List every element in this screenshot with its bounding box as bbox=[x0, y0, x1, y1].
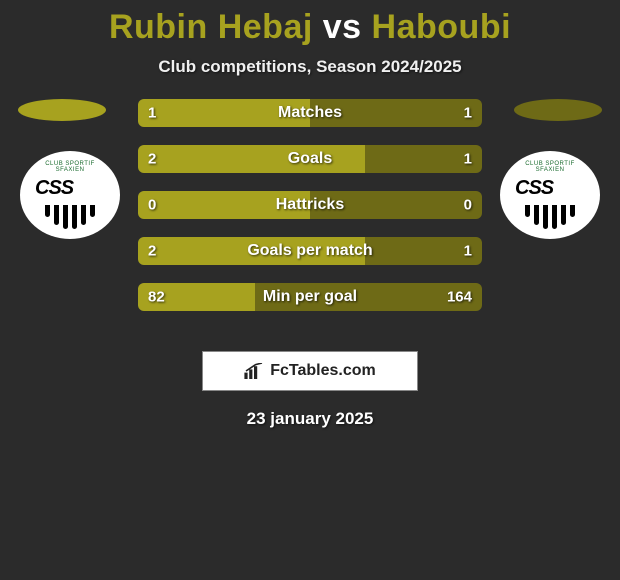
club-badge-initials: CSS bbox=[515, 177, 553, 200]
stat-bar-right-segment bbox=[365, 145, 482, 173]
club-badge-arc-text: CLUB SPORTIF SFAXIEN bbox=[33, 161, 107, 173]
stat-bar-left-segment bbox=[138, 283, 255, 311]
club-badge-stripes-icon bbox=[525, 205, 575, 229]
stat-bar-right-segment bbox=[365, 237, 482, 265]
chart-icon bbox=[244, 363, 264, 379]
attribution-text: FcTables.com bbox=[270, 362, 376, 380]
stat-bar-right-segment bbox=[310, 191, 482, 219]
subtitle: Club competitions, Season 2024/2025 bbox=[0, 57, 620, 77]
club-badge-stripes-icon bbox=[45, 205, 95, 229]
club-badge-initials: CSS bbox=[35, 177, 73, 200]
player1-shadow-ellipse bbox=[18, 99, 106, 121]
snapshot-date: 23 january 2025 bbox=[0, 409, 620, 429]
comparison-title: Rubin Hebaj vs Haboubi bbox=[0, 0, 620, 47]
comparison-arena: CLUB SPORTIF SFAXIEN CSS CLUB SPORTIF SF… bbox=[0, 99, 620, 339]
stat-bar-row: Goals21 bbox=[138, 145, 482, 173]
stat-bar-left-segment bbox=[138, 191, 310, 219]
stat-bar-row: Goals per match21 bbox=[138, 237, 482, 265]
stat-bar-row: Min per goal82164 bbox=[138, 283, 482, 311]
stat-bar-left-segment bbox=[138, 145, 365, 173]
player1-club-badge: CLUB SPORTIF SFAXIEN CSS bbox=[20, 151, 120, 239]
stat-bar-right-segment bbox=[310, 99, 482, 127]
stat-bar-row: Matches11 bbox=[138, 99, 482, 127]
club-badge-arc-text: CLUB SPORTIF SFAXIEN bbox=[513, 161, 587, 173]
attribution-box: FcTables.com bbox=[202, 351, 418, 391]
vs-text: vs bbox=[323, 8, 362, 46]
player2-club-badge: CLUB SPORTIF SFAXIEN CSS bbox=[500, 151, 600, 239]
stat-bar-left-segment bbox=[138, 237, 365, 265]
stat-bars: Matches11 Goals21 Hattricks00 Goals per mat… bbox=[138, 99, 482, 311]
stat-bar-left-segment bbox=[138, 99, 310, 127]
player2-name: Haboubi bbox=[372, 8, 511, 46]
stat-bar-right-segment bbox=[255, 283, 482, 311]
stat-bar-row: Hattricks00 bbox=[138, 191, 482, 219]
player2-shadow-ellipse bbox=[514, 99, 602, 121]
player1-name: Rubin Hebaj bbox=[109, 8, 313, 46]
